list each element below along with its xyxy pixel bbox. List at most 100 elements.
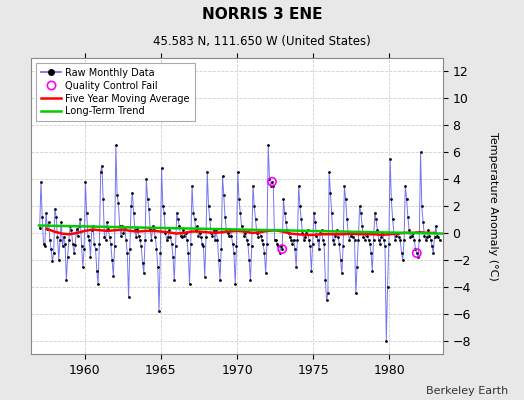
Point <box>392 232 401 239</box>
Point <box>255 227 264 234</box>
Point <box>78 243 86 250</box>
Point <box>259 240 267 247</box>
Point <box>250 203 258 209</box>
Point <box>326 189 335 196</box>
Point <box>196 234 205 240</box>
Point <box>277 243 285 250</box>
Point <box>420 232 429 239</box>
Point <box>379 236 388 243</box>
Point <box>296 203 304 209</box>
Point <box>311 219 320 225</box>
Point <box>67 227 75 234</box>
Point <box>166 234 174 240</box>
Point <box>179 227 188 234</box>
Point <box>225 232 233 239</box>
Point <box>297 216 305 223</box>
Point <box>39 240 48 247</box>
Point <box>147 236 156 243</box>
Point <box>123 250 132 256</box>
Point <box>359 234 368 240</box>
Point <box>69 240 77 247</box>
Point <box>46 236 54 243</box>
Point <box>163 234 172 240</box>
Point <box>286 234 294 240</box>
Point <box>241 230 249 236</box>
Point <box>43 226 51 232</box>
Point <box>45 219 53 225</box>
Point <box>51 206 59 212</box>
Point <box>246 277 255 283</box>
Y-axis label: Temperature Anomaly (°C): Temperature Anomaly (°C) <box>488 132 498 280</box>
Point <box>310 210 318 216</box>
Point <box>189 210 198 216</box>
Point <box>111 243 119 250</box>
Point <box>113 192 122 198</box>
Point <box>376 240 384 247</box>
Point <box>64 236 73 243</box>
Point <box>213 236 222 243</box>
Point <box>399 257 407 263</box>
Point <box>328 210 336 216</box>
Point <box>192 227 200 234</box>
Point <box>154 263 162 270</box>
Point <box>378 230 387 236</box>
Point <box>238 227 247 234</box>
Point <box>132 234 140 240</box>
Point <box>136 236 144 243</box>
Point <box>108 257 116 263</box>
Point <box>377 234 385 240</box>
Point <box>366 240 374 247</box>
Point <box>330 240 339 247</box>
Point <box>253 230 261 236</box>
Point <box>265 176 274 182</box>
Point <box>397 250 406 256</box>
Text: Berkeley Earth: Berkeley Earth <box>426 386 508 396</box>
Point <box>159 203 167 209</box>
Point <box>172 210 181 216</box>
Point <box>288 240 297 247</box>
Point <box>276 250 284 256</box>
Point <box>94 281 102 287</box>
Point <box>309 240 317 247</box>
Point <box>244 240 252 247</box>
Point <box>339 243 347 250</box>
Point <box>279 196 288 202</box>
Point <box>370 210 379 216</box>
Point <box>334 234 342 240</box>
Point <box>53 234 62 240</box>
Point <box>156 250 165 256</box>
Point <box>142 176 150 182</box>
Point <box>144 196 152 202</box>
Point <box>152 246 161 252</box>
Point <box>303 227 312 234</box>
Point <box>169 254 177 260</box>
Point <box>223 230 232 236</box>
Point <box>291 246 299 252</box>
Point <box>256 232 265 239</box>
Point <box>344 230 353 236</box>
Point <box>287 236 295 243</box>
Point <box>62 277 71 283</box>
Point <box>387 196 396 202</box>
Point <box>363 232 372 239</box>
Point <box>373 227 381 234</box>
Point <box>403 214 412 220</box>
Point <box>364 236 373 243</box>
Point <box>102 236 110 243</box>
Point <box>269 183 278 189</box>
Point <box>212 227 221 234</box>
Point <box>217 246 225 252</box>
Point <box>40 243 49 250</box>
Point <box>394 230 402 236</box>
Point <box>312 232 321 239</box>
Point <box>434 234 443 240</box>
Point <box>161 230 170 236</box>
Point <box>236 210 245 216</box>
Point <box>90 240 99 247</box>
Point <box>38 214 47 220</box>
Point <box>103 219 111 225</box>
Point <box>232 243 241 250</box>
Point <box>91 246 100 252</box>
Point <box>160 210 168 216</box>
Point <box>138 259 147 266</box>
